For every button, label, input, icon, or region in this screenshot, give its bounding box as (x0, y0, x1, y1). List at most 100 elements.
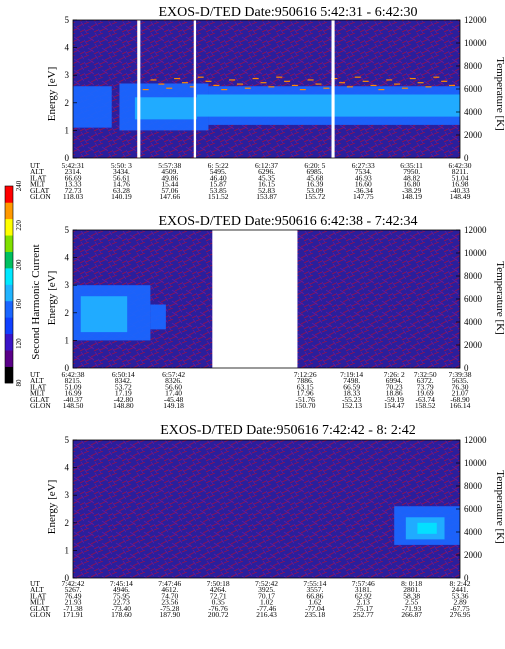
orbit-value: 13.33 (65, 180, 82, 189)
temperature-tick-label: 10000 (464, 248, 487, 258)
orbit-value: 8211. (452, 167, 469, 176)
emission-band (150, 304, 166, 330)
data-gap (137, 20, 141, 158)
emission-speck (299, 89, 306, 91)
orbit-value: 6:20: 5 (304, 161, 325, 170)
orbit-value: 72.71 (210, 591, 227, 600)
colorbar-cell (5, 284, 13, 302)
colorbar-cell (5, 251, 13, 269)
orbit-value: 6:42:38 (62, 370, 85, 379)
orbit-value: 46.40 (210, 173, 227, 182)
colorbar-frame (4, 185, 14, 384)
temperature-tick-label: 4000 (464, 107, 483, 117)
energy-tick-label: 3 (65, 490, 70, 500)
orbit-value: 7:47:46 (158, 579, 181, 588)
emission-speck (205, 80, 212, 82)
emission-band-core (196, 94, 460, 117)
energy-tick-label: 1 (65, 545, 70, 555)
temperature-tick-label: 0 (464, 153, 469, 163)
emission-speck (268, 86, 275, 88)
orbit-value: -40.33 (450, 186, 470, 195)
orbit-value: 140.19 (111, 192, 132, 201)
orbit-value: 8215. (65, 376, 82, 385)
colorbar: 80 120 160 200 220 240 Second Harmonic Curren… (4, 180, 42, 387)
emission-speck (189, 86, 196, 88)
orbit-value: 6:35:11 (400, 161, 423, 170)
orbit-value: 63.28 (113, 186, 130, 195)
orbit-value: 16.80 (403, 180, 420, 189)
orbit-row-label: ALT (30, 376, 44, 385)
orbit-value: 7534. (355, 167, 372, 176)
orbit-value: 216.43 (256, 610, 277, 619)
emission-speck (213, 84, 220, 87)
orbit-value: 7:57:46 (352, 579, 375, 588)
orbit-value: 5:50: 3 (111, 161, 132, 170)
emission-speck (291, 84, 298, 87)
orbit-value: 3925. (258, 585, 275, 594)
panel-3: EXOS-D/TED Date:950616 7:42:42 - 8: 2:42… (30, 423, 505, 619)
orbit-value: 5635. (452, 376, 469, 385)
temperature-tick-label: 12000 (464, 15, 487, 25)
emission-speck (433, 76, 440, 78)
energy-tick-label: 5 (65, 225, 70, 235)
orbit-value: 5267. (65, 585, 82, 594)
orbit-value: 6:50:14 (112, 370, 135, 379)
orbit-value: 4946. (113, 585, 130, 594)
orbit-value: 266.87 (401, 610, 422, 619)
temperature-tick-label: 10000 (464, 458, 487, 468)
temperature-tick-label: 12000 (464, 225, 487, 235)
orbit-value: -68.90 (450, 395, 470, 404)
orbit-value: 2.13 (357, 598, 370, 607)
orbit-value: -75.17 (354, 604, 374, 613)
panel-1-title: EXOS-D/TED Date:950616 5:42:31 - 6:42:30 (159, 5, 418, 20)
orbit-value: 155.72 (305, 192, 326, 201)
orbit-value: 19.69 (417, 389, 434, 398)
orbit-value: 23.56 (161, 598, 178, 607)
orbit-value: 158.52 (415, 401, 436, 410)
energy-tick-label: 1 (65, 125, 70, 135)
orbit-value: 53.36 (452, 591, 469, 600)
emission-speck (197, 76, 204, 78)
orbit-row-label: GLON (30, 192, 51, 201)
orbit-value: 66.69 (65, 173, 82, 182)
energy-tick-label: 1 (65, 335, 70, 345)
temperature-tick-label: 10000 (464, 38, 487, 48)
orbit-value: 3181. (355, 585, 372, 594)
emission-speck (284, 80, 291, 82)
orbit-value: -71.93 (402, 604, 422, 613)
orbit-value: 15.87 (210, 180, 227, 189)
emission-speck (158, 83, 165, 85)
energy-tick-label: 2 (65, 518, 70, 528)
orbit-value: 7:52:42 (255, 579, 278, 588)
orbit-value: 6296. (258, 167, 275, 176)
colorbar-tick-label: 220 (15, 220, 23, 231)
temperature-tick-label: 2000 (464, 130, 483, 140)
orbit-value: 7498. (343, 376, 360, 385)
colorbar-tick-label: 200 (15, 259, 23, 270)
orbit-value: 2441. (452, 585, 469, 594)
energy-tick-label: 4 (65, 463, 70, 473)
orbit-value: 8: 2:42 (449, 579, 470, 588)
orbit-value: 2314. (65, 167, 82, 176)
temperature-tick-label: 6000 (464, 294, 483, 304)
orbit-value: 66.86 (306, 591, 323, 600)
panel-2-orbit-table: UT 6:42:38 6:50:14 6:57:42 7:12:26 7:19:14 7:2… (30, 370, 472, 410)
orbit-value: 5495. (210, 167, 227, 176)
orbit-value: 6:12:37 (255, 161, 278, 170)
temperature-tick-label: 2000 (464, 340, 483, 350)
orbit-value: 147.75 (353, 192, 374, 201)
orbit-value: 16.39 (306, 180, 323, 189)
temperature-tick-label: 4000 (464, 317, 483, 327)
temperature-tick-label: 8000 (464, 481, 483, 491)
emission-speck (236, 83, 243, 85)
orbit-row-label: GLON (30, 401, 51, 410)
panel-2-plot: 0 1 2 3 4 5 0 2000 4000 6000 8000 10000 12000 (65, 225, 488, 373)
orbit-value: 7886. (297, 376, 314, 385)
orbit-value: 7:42:42 (62, 579, 85, 588)
colorbar-label: Second Harmonic Current (30, 244, 42, 359)
orbit-value: 6:57:42 (162, 370, 185, 379)
orbit-value: 7:26: 2 (384, 370, 405, 379)
orbit-value: 70.17 (258, 591, 275, 600)
orbit-value: 62.92 (355, 591, 372, 600)
